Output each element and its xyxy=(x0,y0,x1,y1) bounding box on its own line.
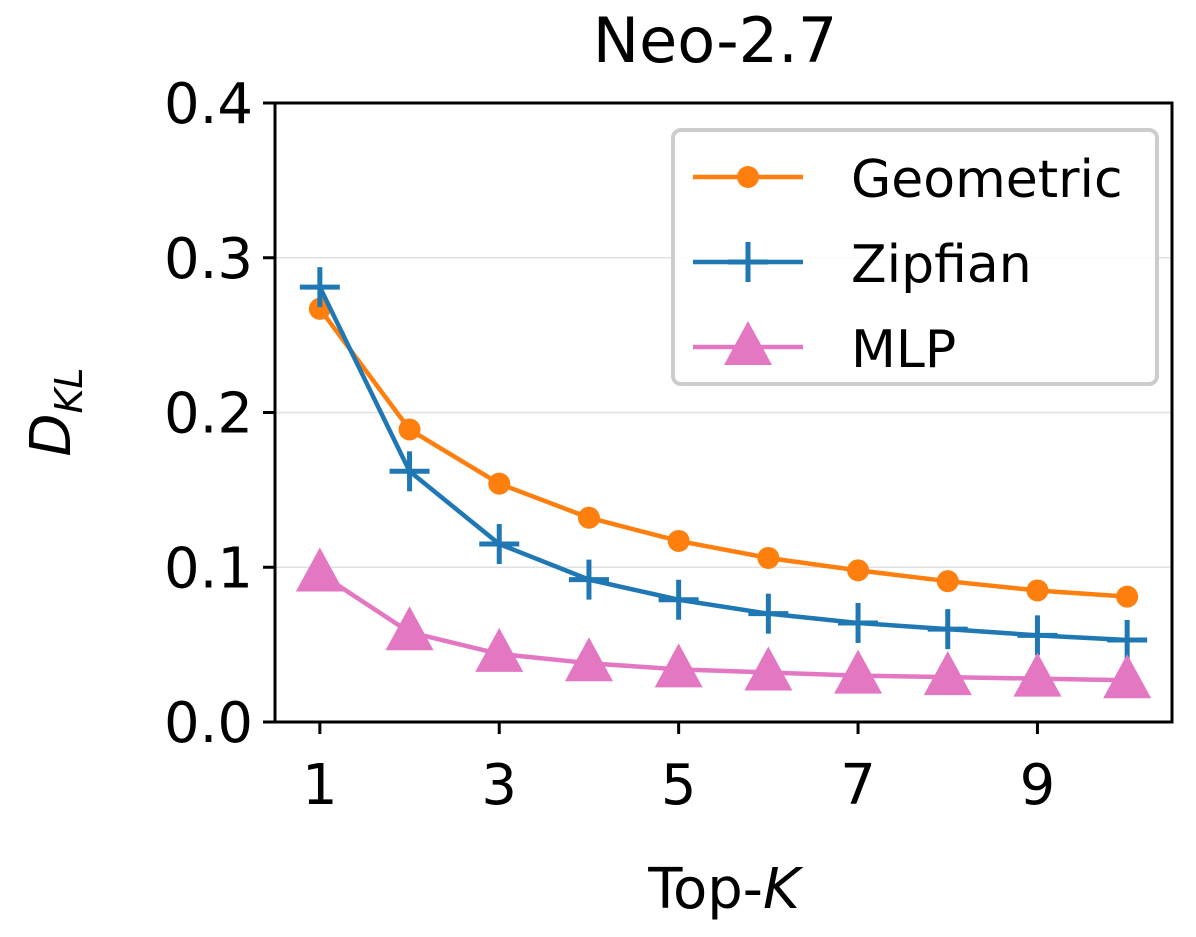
legend-label-geometric: Geometric xyxy=(851,150,1123,210)
data-point-zipfian xyxy=(568,559,609,600)
x-axis-title: Top-K xyxy=(647,857,804,922)
x-tick-label: 1 xyxy=(302,753,338,818)
x-axis-title-variable: K xyxy=(763,857,804,922)
data-point-mlp xyxy=(295,547,344,592)
x-tick-label: 7 xyxy=(840,753,876,818)
y-axis-title-subscript: KL xyxy=(47,367,91,413)
data-point-zipfian xyxy=(748,593,789,634)
series-line-zipfian xyxy=(317,286,1128,643)
legend-label-zipfian: Zipfian xyxy=(851,235,1032,295)
data-point-zipfian xyxy=(389,451,430,492)
data-point-mlp xyxy=(654,643,703,688)
x-tick-label: 9 xyxy=(1020,753,1056,818)
data-point-zipfian xyxy=(1017,615,1058,656)
data-point-zipfian xyxy=(479,524,520,565)
data-point-mlp xyxy=(834,649,883,694)
y-axis-title: DKL xyxy=(19,367,91,456)
y-tick-label: 0.2 xyxy=(164,382,253,447)
data-point-zipfian xyxy=(658,579,699,620)
data-point-geometric xyxy=(488,472,511,495)
data-point-zipfian xyxy=(927,609,968,650)
legend-label-mlp: MLP xyxy=(851,320,956,380)
legend-box xyxy=(671,128,1159,386)
data-point-mlp xyxy=(744,646,793,691)
data-point-geometric xyxy=(1116,585,1139,608)
data-point-mlp xyxy=(923,651,972,696)
legend-marker-zipfian xyxy=(728,242,768,282)
y-tick-label: 0.0 xyxy=(164,691,253,756)
data-point-mlp xyxy=(1103,654,1152,699)
series-line-geometric xyxy=(318,307,1128,599)
data-point-mlp xyxy=(1013,652,1062,697)
data-point-geometric xyxy=(1026,579,1049,602)
y-tick-label: 0.1 xyxy=(164,536,253,601)
data-point-geometric xyxy=(757,546,780,569)
data-point-zipfian xyxy=(838,602,879,643)
x-tick-label: 5 xyxy=(661,753,697,818)
plot-series xyxy=(295,267,1152,699)
series-line-mlp xyxy=(318,571,1128,683)
y-axis-title-text: D xyxy=(19,413,84,456)
x-axis-title-text: Top- xyxy=(647,857,763,922)
data-point-mlp xyxy=(475,627,524,672)
data-point-zipfian xyxy=(299,267,340,308)
data-point-mlp xyxy=(385,606,434,651)
legend-marker-mlp xyxy=(724,321,772,365)
data-point-geometric xyxy=(577,506,600,529)
chart-title: Neo-2.7 xyxy=(593,4,838,77)
y-axis: 0.0 0.1 0.2 0.3 0.4 xyxy=(164,72,275,756)
data-point-zipfian xyxy=(1107,619,1148,660)
data-point-geometric xyxy=(667,529,690,552)
data-point-geometric xyxy=(936,570,959,593)
y-tick-label: 0.3 xyxy=(164,227,253,292)
data-point-geometric xyxy=(847,559,870,582)
data-point-mlp xyxy=(564,637,613,682)
legend: Geometric Zipfian MLP xyxy=(671,128,1159,386)
legend-marker-geometric xyxy=(737,166,759,188)
x-axis: 1 3 5 7 9 xyxy=(302,722,1055,818)
y-tick-label: 0.4 xyxy=(164,72,253,137)
data-point-geometric xyxy=(398,418,421,441)
x-tick-label: 3 xyxy=(481,753,517,818)
